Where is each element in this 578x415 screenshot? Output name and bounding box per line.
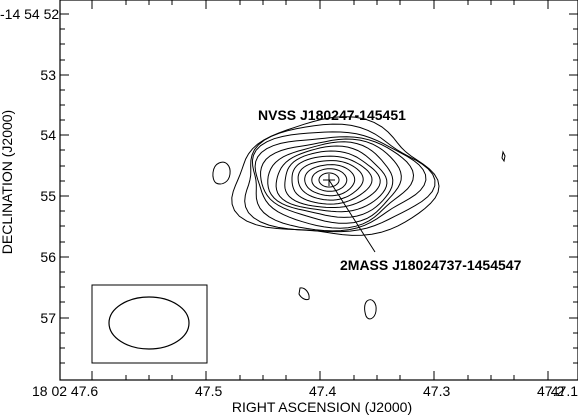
noise-contour <box>212 161 231 185</box>
x-tick-label: 47.4 <box>309 383 336 399</box>
x-tick-label: 47.5 <box>195 383 222 399</box>
y-tick-label: 53 <box>40 67 56 83</box>
y-axis-label: DECLINATION (J2000) <box>0 110 15 254</box>
contour-level <box>244 123 436 233</box>
contour-level <box>284 150 381 208</box>
y-tick-label: 56 <box>40 249 56 265</box>
y-tick-label: -14 54 52 <box>0 6 59 22</box>
x-tick-label: 47.1 <box>551 383 578 399</box>
annotation-pointer-line <box>328 179 376 253</box>
contour-level <box>267 141 394 218</box>
y-tick-label: 57 <box>40 310 56 326</box>
contour-level <box>231 116 440 236</box>
beam-box <box>91 284 208 364</box>
x-tick-label: 47.3 <box>423 383 450 399</box>
y-tick-label: 55 <box>40 188 56 204</box>
noise-contour <box>364 299 377 320</box>
beam-ellipse <box>108 296 190 350</box>
contour-level <box>275 145 388 213</box>
y-tick-label: 54 <box>40 127 56 143</box>
contour-level <box>291 155 373 205</box>
contour-level <box>251 131 427 232</box>
contour-level <box>297 160 364 201</box>
contour-level <box>304 164 356 197</box>
noise-contour <box>298 287 310 301</box>
y-tick-marks <box>60 13 578 364</box>
contour-level <box>260 138 402 224</box>
x-tick-label: 47.2 <box>537 383 564 399</box>
2mass-source-label: 2MASS J18024737-1454547 <box>340 257 522 273</box>
contour-level <box>318 172 340 188</box>
source-contours <box>231 116 440 236</box>
noise-contour <box>501 150 506 163</box>
x-tick-label: 18 02 47.6 <box>32 383 98 399</box>
nvss-source-label: NVSS J180247-145451 <box>258 107 406 123</box>
x-axis-label: RIGHT ASCENSION (J2000) <box>232 399 412 415</box>
x-tick-marks <box>91 0 549 380</box>
plot-frame <box>59 0 578 381</box>
contour-level <box>311 168 348 192</box>
contour-level <box>254 136 415 229</box>
noise-contours <box>212 150 506 320</box>
